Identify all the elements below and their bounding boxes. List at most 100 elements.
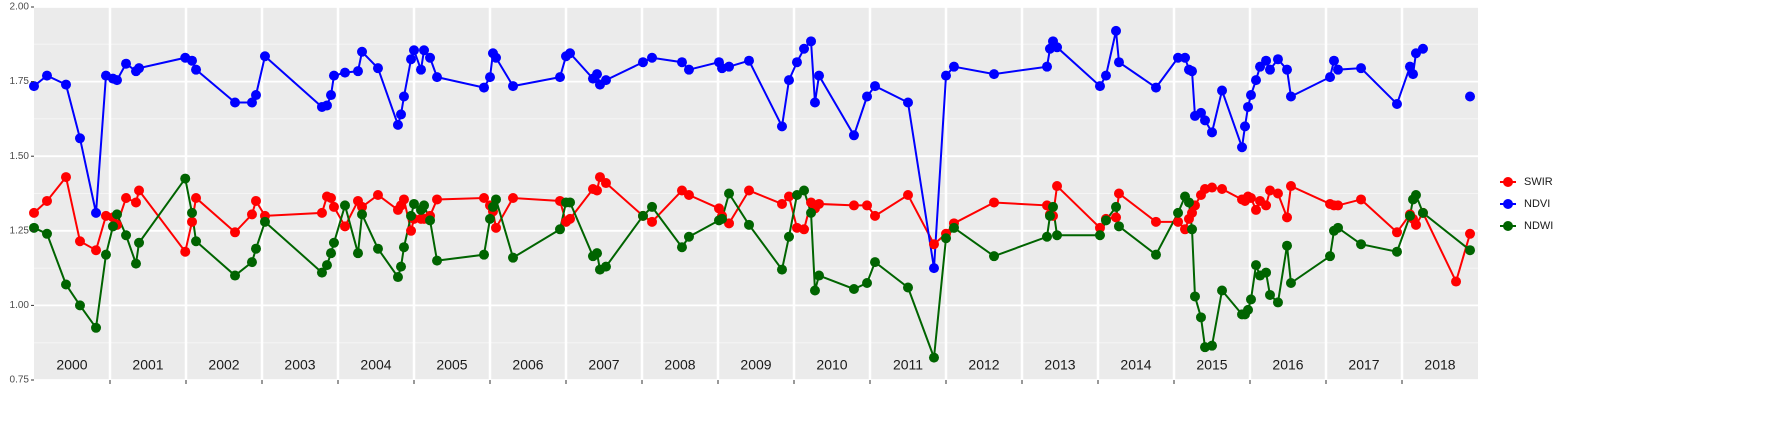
point xyxy=(1251,204,1262,215)
point xyxy=(328,237,339,248)
point xyxy=(130,258,141,269)
point xyxy=(29,222,39,233)
point xyxy=(1173,207,1184,218)
point xyxy=(1173,52,1184,63)
point xyxy=(230,270,241,281)
point xyxy=(1173,216,1184,227)
point xyxy=(491,52,502,63)
point xyxy=(1189,291,1200,302)
year-label: 2009 xyxy=(740,357,771,373)
point xyxy=(1333,222,1344,233)
point xyxy=(565,213,576,224)
point xyxy=(989,197,1000,208)
point xyxy=(432,72,443,83)
point xyxy=(989,251,1000,262)
point xyxy=(637,57,648,68)
point xyxy=(409,45,419,56)
point xyxy=(250,243,261,254)
year-label: 2008 xyxy=(664,357,695,373)
point xyxy=(1282,240,1293,251)
point xyxy=(406,54,417,65)
point xyxy=(1391,227,1402,238)
point xyxy=(107,221,118,232)
point xyxy=(134,63,145,74)
point xyxy=(809,285,820,296)
point xyxy=(903,282,913,293)
point xyxy=(799,185,810,196)
point xyxy=(1052,181,1063,192)
point xyxy=(326,192,337,203)
point xyxy=(870,210,881,221)
year-label: 2001 xyxy=(132,357,163,373)
point xyxy=(1261,267,1272,278)
point xyxy=(187,207,198,218)
point xyxy=(1094,230,1105,241)
point xyxy=(41,70,52,81)
point xyxy=(1207,340,1217,351)
point xyxy=(744,185,755,196)
point xyxy=(848,130,859,141)
point xyxy=(1333,64,1344,75)
point xyxy=(862,278,873,289)
point xyxy=(1150,249,1161,260)
year-label: 2006 xyxy=(512,357,543,373)
point xyxy=(1417,207,1428,218)
point xyxy=(1195,107,1206,118)
point xyxy=(554,72,565,83)
point xyxy=(250,195,261,206)
point xyxy=(485,213,495,224)
point xyxy=(187,55,198,66)
point xyxy=(744,219,755,230)
point xyxy=(1261,200,1272,211)
point xyxy=(392,119,403,130)
year-label: 2005 xyxy=(436,357,467,373)
point xyxy=(60,279,71,290)
point xyxy=(1451,276,1462,287)
point xyxy=(1111,212,1122,223)
legend-marker xyxy=(1503,221,1513,231)
point xyxy=(941,70,951,81)
point xyxy=(1333,200,1344,211)
point xyxy=(508,81,519,92)
point xyxy=(1094,81,1105,92)
point xyxy=(717,213,728,224)
point xyxy=(111,75,122,86)
point xyxy=(41,228,52,239)
point xyxy=(398,91,409,102)
point xyxy=(1150,216,1161,227)
point xyxy=(478,192,489,203)
point xyxy=(1356,194,1367,205)
point xyxy=(478,249,489,260)
point xyxy=(91,207,102,218)
point xyxy=(941,233,951,244)
point xyxy=(592,69,603,80)
point xyxy=(1052,230,1063,241)
point xyxy=(1207,127,1217,138)
point xyxy=(1239,121,1250,132)
point xyxy=(191,192,202,203)
point xyxy=(1113,221,1124,232)
point xyxy=(1264,64,1275,75)
point xyxy=(406,210,417,221)
point xyxy=(328,201,339,212)
point xyxy=(1111,25,1122,36)
legend-label: NDWI xyxy=(1524,220,1553,232)
point xyxy=(398,242,409,253)
point xyxy=(799,43,810,54)
point xyxy=(724,61,735,72)
point xyxy=(1282,64,1293,75)
point xyxy=(352,66,363,77)
point xyxy=(862,91,873,102)
year-label: 2012 xyxy=(968,357,999,373)
point xyxy=(683,189,694,200)
point xyxy=(432,194,443,205)
point xyxy=(1391,246,1402,257)
point xyxy=(508,192,519,203)
point xyxy=(352,248,363,259)
point xyxy=(121,192,132,203)
point xyxy=(357,46,368,57)
point xyxy=(744,55,755,66)
point xyxy=(814,270,825,281)
point xyxy=(419,200,430,211)
point xyxy=(60,79,71,90)
